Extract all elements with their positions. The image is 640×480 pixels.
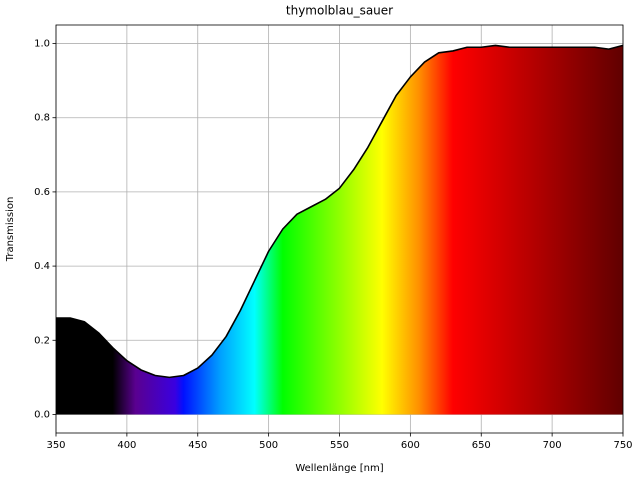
y-tick-label: 0.8	[34, 113, 50, 124]
x-tick-label: 450	[188, 440, 207, 451]
y-tick-label: 1.0	[34, 39, 50, 50]
plot	[56, 44, 624, 415]
y-axis-label: Transmission	[5, 197, 16, 263]
x-tick-label: 400	[117, 440, 136, 451]
y-tick-label: 0.2	[34, 335, 50, 346]
line	[56, 44, 624, 379]
chart-title: thymolblau_sauer	[286, 4, 393, 18]
x-tick-label: 750	[613, 440, 632, 451]
x-tick-label: 600	[401, 440, 420, 451]
x-tick-label: 650	[472, 440, 491, 451]
x-tick-label: 700	[543, 440, 562, 451]
x-tick-label: 500	[259, 440, 278, 451]
y-tick-label: 0.4	[34, 261, 50, 272]
y-tick-label: 0.6	[34, 187, 50, 198]
x-tick-label: 350	[46, 440, 65, 451]
area-fill	[56, 45, 623, 415]
x-axis-label: Wellenlänge [nm]	[295, 463, 383, 474]
x-tick-label: 550	[330, 440, 349, 451]
y-tick-label: 0.0	[34, 409, 50, 420]
